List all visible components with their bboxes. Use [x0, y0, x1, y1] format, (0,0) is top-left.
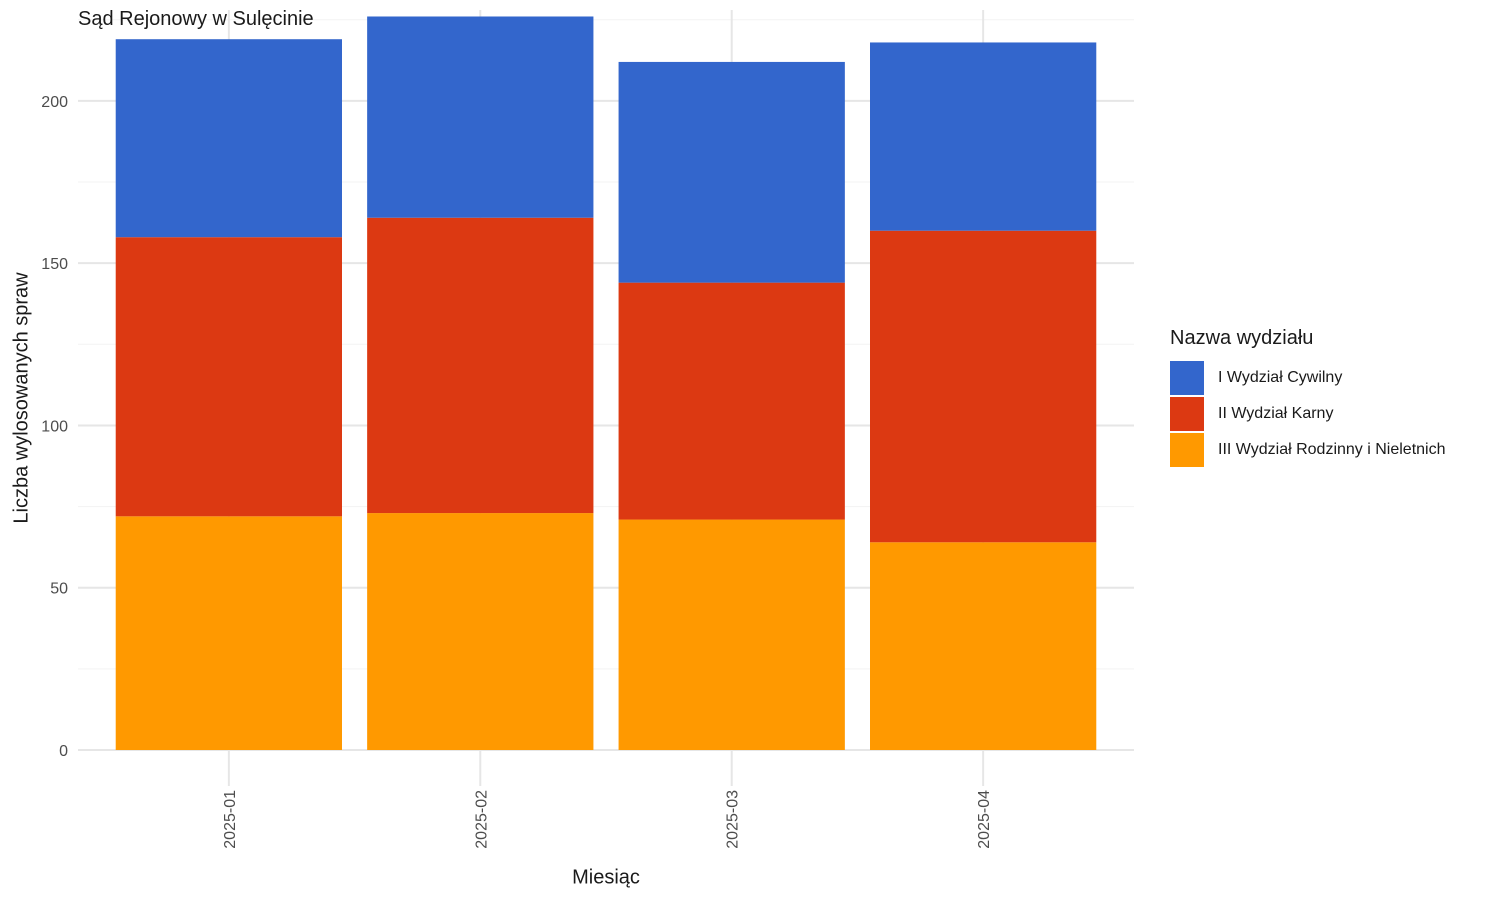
legend-label: III Wydział Rodzinny i Nieletnich	[1218, 441, 1446, 458]
legend-item: I Wydział Cywilny	[1170, 360, 1446, 396]
legend-color-key	[1170, 361, 1204, 395]
legend: Nazwa wydziału I Wydział Cywilny II Wydzi…	[1170, 327, 1446, 468]
x-tick-label: 2025-02	[473, 790, 490, 849]
legend-label: II Wydział Karny	[1218, 405, 1334, 422]
legend-title: Nazwa wydziału	[1170, 327, 1314, 349]
bar-segment	[115, 516, 342, 750]
bar-segment	[618, 61, 845, 283]
legend-label: I Wydział Cywilny	[1218, 369, 1343, 386]
bar-segment	[870, 542, 1097, 750]
legend-color-key	[1170, 397, 1204, 431]
y-tick-label: 200	[41, 94, 68, 111]
legend-item: II Wydział Karny	[1170, 396, 1446, 432]
x-axis-label: Miesiąc	[572, 866, 640, 889]
x-tick-label: 2025-04	[976, 790, 993, 849]
bar-segment	[115, 39, 342, 238]
y-tick-label: 100	[41, 418, 68, 435]
x-tick-label: 2025-03	[725, 790, 742, 849]
legend-color-key	[1170, 433, 1204, 467]
bar-segment	[367, 217, 594, 514]
bar-segment	[870, 230, 1097, 543]
bar-segment	[870, 42, 1097, 231]
y-axis-label: Liczba wylosowanych spraw	[10, 272, 33, 524]
bar-segment	[618, 519, 845, 750]
bar-segment	[367, 513, 594, 750]
y-tick-label: 150	[41, 256, 68, 273]
y-tick-label: 0	[59, 743, 68, 760]
bar-segment	[618, 282, 845, 520]
bar-segment	[115, 237, 342, 517]
chart-title: Sąd Rejonowy w Sulęcinie	[78, 8, 314, 30]
bar-segment	[367, 16, 594, 218]
x-tick-label: 2025-01	[222, 790, 239, 849]
y-tick-label: 50	[50, 581, 68, 598]
legend-item: III Wydział Rodzinny i Nieletnich	[1170, 432, 1446, 468]
